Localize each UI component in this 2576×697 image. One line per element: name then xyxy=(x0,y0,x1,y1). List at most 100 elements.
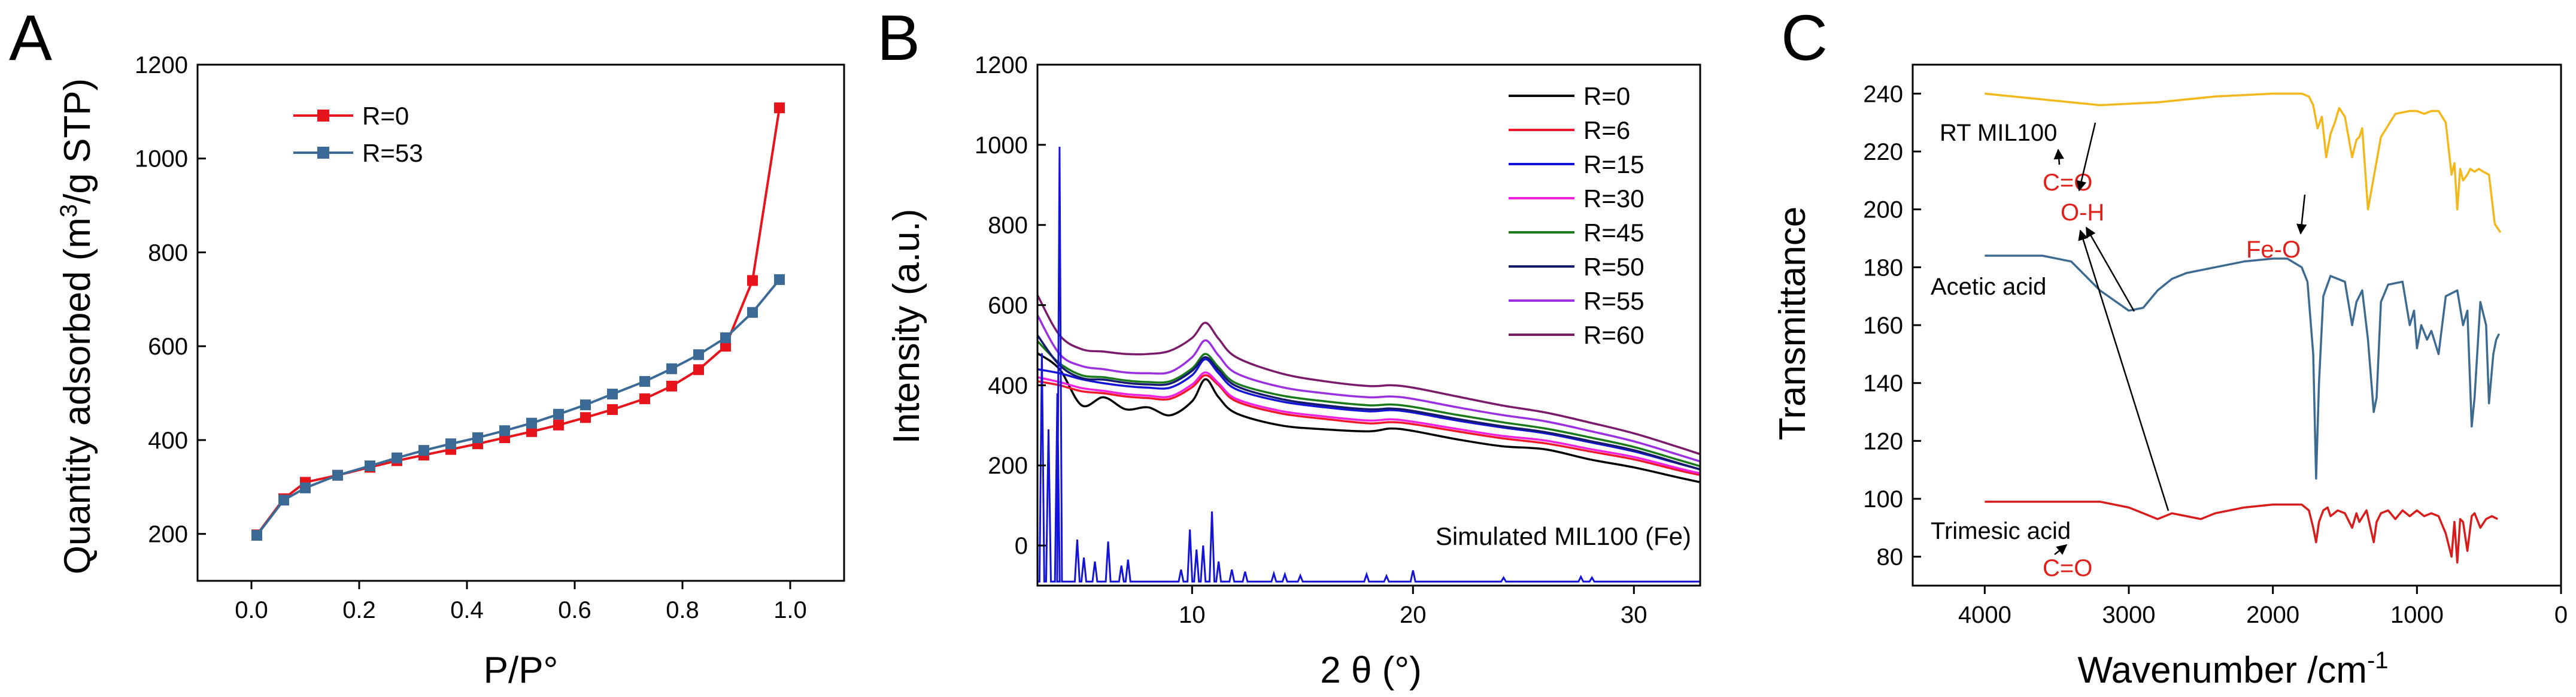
b-xtick-label: 30 xyxy=(1621,602,1647,628)
b-legend-label: R=55 xyxy=(1583,287,1644,315)
a-ytick-label: 1000 xyxy=(135,146,188,172)
panel-c-x-ticks: 4000 3000 2000 1000 0 xyxy=(1958,586,2568,628)
panel-c-y-ticks: 80 100 120 140 160 180 200 220 240 xyxy=(1863,81,1921,571)
a-series-line-1 xyxy=(256,278,781,537)
a-xtick-label: 0.4 xyxy=(450,597,484,623)
b-ytick-label: 1000 xyxy=(975,132,1028,159)
b-legend-label: R=15 xyxy=(1583,150,1644,178)
a-point-1 xyxy=(747,307,758,318)
panel-a-y-ticks: 200 400 600 800 1000 1200 xyxy=(135,52,206,548)
a-point-0 xyxy=(526,426,537,437)
arrow-co-top xyxy=(2053,149,2064,165)
a-point-1 xyxy=(365,460,375,472)
a-point-1 xyxy=(580,399,591,411)
c-xtick-label: 2000 xyxy=(2246,602,2299,628)
panel-letter-a: A xyxy=(9,1,52,74)
panel-b-legend: R=0 R=6 R=15 R=30 R=45 R=50 R=55 R=60 xyxy=(1509,82,1644,349)
b-ytick-label: 600 xyxy=(988,293,1028,319)
a-ytick-label: 200 xyxy=(148,522,188,548)
b-series-line-1 xyxy=(1037,374,1700,477)
b-legend-label: R=6 xyxy=(1583,116,1630,144)
b-series-line-4 xyxy=(1037,340,1700,468)
c-series-line-1 xyxy=(1985,254,2501,480)
b-legend-label: R=0 xyxy=(1583,82,1630,110)
b-ytick-label: 400 xyxy=(988,372,1028,399)
a-point-0 xyxy=(580,412,591,423)
a-point-1 xyxy=(499,425,510,437)
a-ytick-label: 400 xyxy=(148,428,188,454)
c-ytick-label: 180 xyxy=(1863,254,1903,281)
a-xtick-label: 1.0 xyxy=(773,597,807,623)
legend-label-r0: R=0 xyxy=(362,102,409,130)
b-ytick-label: 200 xyxy=(988,453,1028,479)
a-point-0 xyxy=(607,404,618,415)
panel-a: A 200 400 600 800 1000 1200 0.0 0.2 0.4 0.6 0.8 1.… xyxy=(9,1,845,691)
a-ytick-label: 600 xyxy=(148,334,188,360)
annotation-co-bottom: C=O xyxy=(2043,555,2092,581)
panel-c: C 80 100 120 140 160 180 200 220 240 4000 3000 200… xyxy=(1772,1,2568,691)
c-ytick-label: 160 xyxy=(1863,313,1903,339)
b-legend-label: R=50 xyxy=(1583,253,1644,281)
c-ytick-label: 140 xyxy=(1863,371,1903,397)
b-legend-label: R=30 xyxy=(1583,184,1644,213)
b-ytick-label: 1200 xyxy=(975,52,1028,78)
panel-b-y-ticks: 0 200 400 600 800 1000 1200 xyxy=(975,52,1046,559)
panel-c-x-axis-title: Wavenumber /cm-1 xyxy=(2077,647,2388,691)
panel-b-x-axis-title: 2 θ (°) xyxy=(1320,650,1422,691)
a-xtick-label: 0.8 xyxy=(666,597,699,623)
panel-a-y-title-sup: 3 xyxy=(56,204,82,217)
b-xtick-label: 10 xyxy=(1179,602,1206,628)
a-point-1 xyxy=(251,529,262,541)
a-xtick-label: 0.6 xyxy=(558,597,591,623)
panel-b-simulated-label: Simulated MIL100 (Fe) xyxy=(1436,522,1691,550)
c-ytick-label: 120 xyxy=(1863,428,1903,454)
legend-label-r53: R=53 xyxy=(362,139,423,167)
annotation-arrows xyxy=(2053,122,2307,555)
a-point-1 xyxy=(278,495,289,506)
legend-marker-r0 xyxy=(317,110,329,122)
panel-b-x-ticks: 10 20 30 xyxy=(1179,586,1647,628)
a-point-1 xyxy=(332,469,343,481)
arrow-feo xyxy=(2296,194,2307,235)
arrow-oh-trimesic xyxy=(2078,229,2170,511)
b-series-line-3 xyxy=(1037,371,1700,475)
panel-b-series xyxy=(1037,147,1700,583)
b-series-line-7 xyxy=(1037,294,1700,456)
arrow-oh-rt xyxy=(2076,122,2096,192)
a-point-0 xyxy=(774,102,785,114)
a-point-1 xyxy=(693,349,704,360)
c-xtick-label: 1000 xyxy=(2390,602,2444,628)
panel-a-series xyxy=(251,102,785,541)
panel-a-legend: R=0 R=53 xyxy=(293,102,423,167)
b-series-line-5 xyxy=(1037,334,1700,471)
arrow-oh-acetic xyxy=(2085,226,2135,312)
a-point-1 xyxy=(300,482,311,493)
label-acetic-acid: Acetic acid xyxy=(1931,274,2046,300)
a-point-1 xyxy=(526,417,537,429)
b-series-line-6 xyxy=(1037,314,1700,463)
a-point-1 xyxy=(418,445,429,456)
a-point-1 xyxy=(639,375,650,387)
c-ytick-label: 220 xyxy=(1863,139,1903,165)
c-ytick-label: 200 xyxy=(1863,197,1903,223)
a-point-1 xyxy=(472,432,483,443)
a-ytick-label: 1200 xyxy=(135,52,188,78)
panel-letter-c: C xyxy=(1781,1,1828,74)
panel-a-y-axis-title: Quantity adsorbed (m3/g STP) xyxy=(56,78,98,575)
a-xtick-label: 0.2 xyxy=(342,597,376,623)
panel-c-y-axis-title: Transmittance xyxy=(1772,207,1813,441)
c-xtick-label: 0 xyxy=(2554,602,2568,628)
a-point-0 xyxy=(553,419,564,431)
b-simulated-pattern xyxy=(1037,147,1700,583)
panel-c-series xyxy=(1985,92,2502,564)
b-series-line-0 xyxy=(1037,352,1700,484)
panel-b-frame xyxy=(1036,63,1701,587)
a-point-1 xyxy=(445,438,456,450)
b-legend-label: R=60 xyxy=(1583,321,1644,349)
a-point-0 xyxy=(693,364,704,375)
a-point-1 xyxy=(607,389,618,400)
a-point-1 xyxy=(666,363,677,374)
panel-c-x-title-main: Wavenumber /cm xyxy=(2077,650,2367,691)
panel-b: B 0 200 400 600 800 1000 1200 10 20 30 R=0 R=6 R=1… xyxy=(877,1,1701,691)
